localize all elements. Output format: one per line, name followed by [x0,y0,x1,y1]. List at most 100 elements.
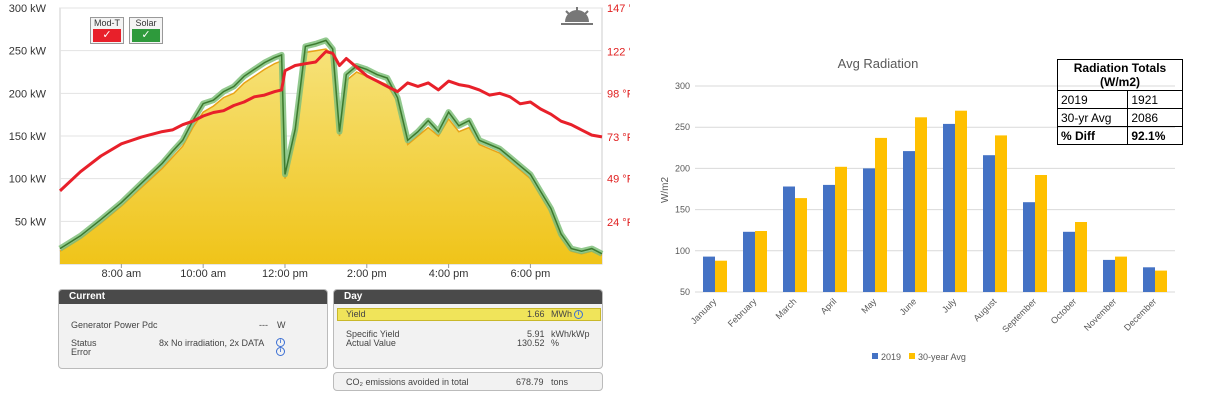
bar-2019-may [863,168,875,292]
toggle-mod-t[interactable]: Mod-T ✓ [90,17,124,44]
totals-title: Radiation Totals (W/m2) [1057,59,1183,91]
totals-row-label: 2019 [1056,90,1129,109]
y-left-tick-label: 200 kW [9,88,47,100]
legend-label-30yr: 30-year Avg [918,352,966,362]
totals-row-value: 92.1% [1127,126,1183,145]
co2-label: CO₂ emissions avoided in total [346,377,469,387]
y-tick-label: 100 [675,246,690,256]
bar-2019-january [703,256,715,292]
error-label: Error [71,347,91,357]
y-left-tick-label: 100 kW [9,174,47,186]
bar-2019-november [1103,259,1115,292]
y-tick-label: 250 [675,122,690,132]
current-panel-title: Current [59,290,327,304]
weather-icon [561,7,593,25]
radiation-totals-table: Radiation Totals (W/m2) 2019 1921 30-yr A… [1056,59,1183,145]
x-category-label: August [972,296,999,323]
generator-power-label: Generator Power Pdc [71,320,158,330]
specific-yield-value: 5.91 [527,329,545,339]
generator-power-unit: W [277,320,286,330]
bar-2019-august [983,155,995,292]
actual-value-label: Actual Value [346,338,396,348]
bar-2019-december [1143,267,1155,292]
error-info-icon[interactable]: i [276,347,285,356]
solar-reference-line [59,39,603,255]
status-label: Status [71,338,97,348]
toggle-solar[interactable]: Solar ✓ [129,17,163,44]
x-tick-label: 2:00 pm [347,268,387,280]
x-tick-label: 6:00 pm [511,268,551,280]
y-right-tick-label: 24 °F [607,217,630,229]
x-category-label: November [1082,296,1118,332]
y-left-tick-label: 250 kW [9,46,47,58]
y-right-tick-label: 98 °F [607,88,630,100]
x-tick-label: 4:00 pm [429,268,469,280]
bar-30yr-april [835,166,847,292]
bar-2019-october [1063,231,1075,292]
chart-title: Avg Radiation [838,56,919,71]
x-tick-label: 10:00 am [180,268,226,280]
bar-30yr-february [755,231,767,292]
day-panel-title: Day [334,290,602,304]
bar-30yr-november [1115,256,1127,292]
legend-label-2019: 2019 [881,352,901,362]
totals-row-value: 2086 [1127,108,1183,127]
y-tick-label: 200 [675,163,690,173]
toggle-solar-label: Solar [135,18,157,28]
module-temperature-line [58,50,603,192]
y-right-tick-label: 147 °F [607,3,630,15]
yield-info-icon[interactable]: i [574,310,583,319]
generator-power-value: --- [259,320,268,330]
y-axis-label: W/m2 [660,177,671,204]
check-icon: ✓ [132,29,160,42]
power-temperature-chart: 50 kW 100 kW 150 kW 200 kW 250 kW 300 kW 24 °… [9,3,630,280]
x-tick-label: 12:00 pm [262,268,308,280]
bar-30yr-may [875,137,887,292]
toggle-mod-t-label: Mod-T [93,18,120,28]
bar-2019-march [783,186,795,292]
x-category-label: October [1049,296,1079,326]
check-icon: ✓ [93,29,121,42]
bar-30yr-august [995,135,1007,292]
yield-value: 1.66 [527,309,545,319]
legend-swatch-2019 [872,353,878,359]
bar-30yr-december [1155,270,1167,292]
co2-unit: tons [551,377,569,387]
status-info-icon[interactable]: i [276,338,285,347]
bar-2019-september [1023,202,1035,292]
x-tick-label: 8:00 am [101,268,141,280]
bar-2019-february [743,231,755,292]
yield-unit: MWh [551,309,572,319]
x-category-label: December [1122,296,1158,332]
bar-30yr-january [715,260,727,292]
bar-2019-july [943,123,955,293]
y-tick-label: 150 [675,205,690,215]
day-panel: Day Yield 1.66 MWh i Specific Yield 5.91… [333,289,603,369]
bar-2019-april [823,184,835,292]
x-category-label: February [726,296,759,329]
actual-value-value: 130.52 [517,338,545,348]
x-category-label: January [689,296,719,326]
y-right-tick-label: 49 °F [607,174,630,186]
y-left-tick-label: 50 kW [15,216,47,228]
x-category-label: September [1000,296,1038,334]
co2-panel: CO₂ emissions avoided in total 678.79 to… [333,372,603,391]
totals-row-label: % Diff [1056,126,1129,145]
specific-yield-label: Specific Yield [346,329,400,339]
generator-power-area [60,49,602,264]
x-category-label: June [898,296,919,317]
y-tick-label: 300 [675,81,690,91]
x-category-label: July [940,296,959,315]
x-category-label: April [819,296,839,316]
bar-30yr-july [955,110,967,292]
legend-swatch-30yr [909,353,915,359]
y-tick-label: 50 [680,287,690,297]
specific-yield-unit: kWh/kWp [551,329,590,339]
current-panel: Current Generator Power Pdc --- W Status… [58,289,328,369]
bar-30yr-june [915,117,927,292]
yield-highlight-row [337,308,601,321]
y-right-tick-label: 73 °F [607,132,630,144]
totals-row-label: 30-yr Avg [1056,108,1129,127]
bar-2019-june [903,151,915,292]
y-right-tick-label: 122 °F [607,47,630,59]
